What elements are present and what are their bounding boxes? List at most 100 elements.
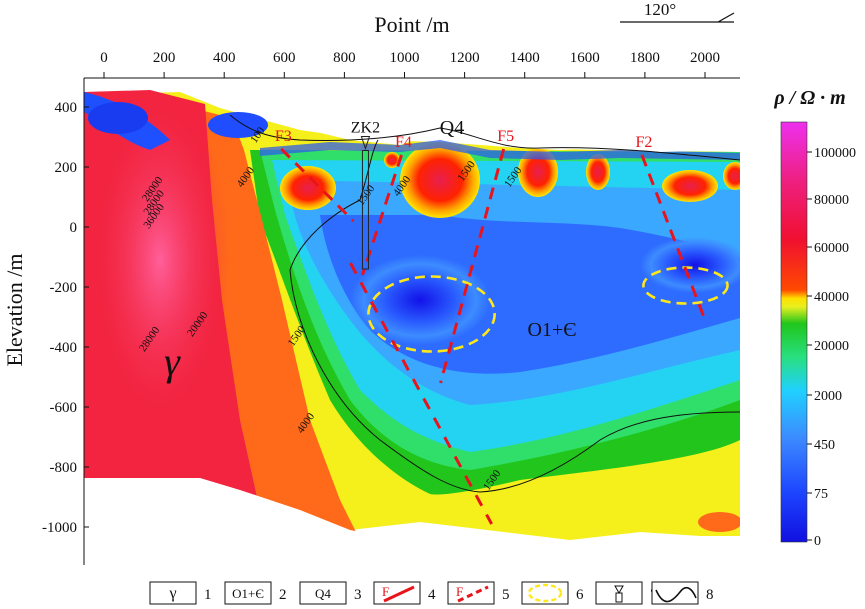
surface-blue-mid <box>208 112 268 138</box>
orientation-arrow-icon <box>620 12 735 23</box>
x-ticks: 0 200 400 600 800 1000 1200 1400 1600 1800 2000 <box>100 50 720 78</box>
y-tick-label: -600 <box>50 400 78 416</box>
unit-label-o1c: O1+Є <box>528 319 577 341</box>
bottom-mask-east <box>570 532 740 540</box>
borehole-label: ZK2 <box>351 120 380 137</box>
x-tick-label: 2000 <box>690 50 720 66</box>
legend-swatch <box>651 581 699 605</box>
y-tick-label: 200 <box>55 160 78 176</box>
contour-lines <box>229 114 740 493</box>
y-axis-title: Elevation /m <box>2 253 27 366</box>
legend-number: 3 <box>354 587 362 603</box>
fault-label: F4 <box>395 134 412 151</box>
x-tick-label: 0 <box>100 50 108 66</box>
y-tick-label: -1000 <box>42 520 77 536</box>
x-tick-label: 1600 <box>570 50 600 66</box>
x-tick-label: 800 <box>333 50 356 66</box>
colorbar-tick-label: 80000 <box>814 193 849 208</box>
hi-blob-1 <box>280 166 336 210</box>
colorbar-tick-label: 40000 <box>814 290 849 305</box>
legend-number: 4 <box>428 587 436 603</box>
colorbar-tick-label: 450 <box>814 438 835 453</box>
colorbar-tick-label: 0 <box>814 534 821 549</box>
low-core-main <box>350 255 490 345</box>
legend-symbol: γ <box>168 585 176 602</box>
colorbar-ramp <box>780 121 808 543</box>
legend-swatch <box>373 581 421 605</box>
topography-mask <box>84 78 740 152</box>
gamma-core <box>90 90 230 430</box>
colorbar-tick-label: 75 <box>814 487 828 502</box>
legend-fault-icon <box>383 585 415 603</box>
unit-label-gamma: γ <box>164 339 181 384</box>
colorbar-title: ρ / Ω · m <box>773 87 845 109</box>
surface-q4-layer <box>260 140 740 160</box>
legend-item-7: 7 <box>595 581 658 605</box>
legend-swatch <box>447 581 495 605</box>
hi-blob-4 <box>586 154 610 190</box>
legend-swatch <box>521 581 569 605</box>
contour-1500-deep <box>289 139 740 493</box>
fault-line <box>640 154 707 321</box>
bottom-mask <box>84 478 400 540</box>
x-tick-label: 400 <box>213 50 236 66</box>
legend-contour-icon <box>655 586 697 603</box>
hi-blob-2 <box>400 142 480 218</box>
colorbar-tick-label: 100000 <box>814 146 856 161</box>
x-tick-label: 1000 <box>390 50 420 66</box>
colorbar: ρ / Ω · m 100000800006000040000200002000… <box>773 87 856 549</box>
colorbar-tick-label: 2000 <box>814 389 842 404</box>
legend-inferred-fault-icon <box>457 585 489 603</box>
fault-line <box>361 154 403 276</box>
y-tick-label: 400 <box>55 100 78 116</box>
hi-blob-6 <box>723 162 740 190</box>
legend-symbol: F <box>382 584 389 599</box>
legend-number: 1 <box>204 587 212 603</box>
orientation-label: 120° <box>644 0 676 19</box>
fault-label: F3 <box>275 128 292 145</box>
x-tick-label: 1200 <box>450 50 480 66</box>
y-tick-label: -200 <box>50 280 78 296</box>
legend-borehole-shaft <box>615 592 623 603</box>
fault-lines: F3 F4 F5 F2 <box>275 128 707 525</box>
legend-item-3: Q4 3 <box>299 581 362 605</box>
colorbar-tick-label: 20000 <box>814 339 849 354</box>
legend-swatch <box>299 581 347 605</box>
legend-anomaly-icon <box>527 583 563 603</box>
legend-symbol: F <box>456 584 463 599</box>
y-tick-label: 0 <box>70 220 78 236</box>
legend-symbol: Q4 <box>315 586 331 601</box>
resistivity-section <box>84 78 740 540</box>
orientation-indicator: 120° <box>620 0 735 23</box>
hi-blob-7 <box>384 152 400 168</box>
fault-line <box>280 147 355 223</box>
legend-swatch <box>149 581 197 605</box>
colorbar-tick-label: 60000 <box>814 241 849 256</box>
x-tick-label: 200 <box>153 50 176 66</box>
x-axis-title: Point /m <box>374 12 449 37</box>
bottom-blob-east <box>698 512 740 532</box>
y-tick-label: -400 <box>50 340 78 356</box>
unit-label-q4: Q4 <box>440 117 464 139</box>
colorbar-ticks: 100000 80000 60000 40000 20000 2000 450 75 0 <box>807 146 856 549</box>
anomaly-outline <box>367 275 496 353</box>
legend-number: 6 <box>576 587 584 603</box>
legend-item-2: O1+Є 2 <box>224 581 287 605</box>
borehole-marker-icon <box>360 136 371 151</box>
x-tick-label: 1800 <box>630 50 660 66</box>
axes: 0 200 400 600 800 1000 1200 1400 1600 1800 2000 40… <box>42 50 740 565</box>
borehole: ZK2 <box>351 120 380 270</box>
legend-borehole-icon <box>614 585 624 595</box>
surface-blue-west <box>88 102 148 134</box>
y-tick-label: -800 <box>50 460 78 476</box>
hi-blob-5 <box>662 170 718 202</box>
legend-item-8: 8 <box>651 581 714 605</box>
fault-label: F2 <box>635 134 652 151</box>
contour-surface <box>229 114 740 161</box>
legend-number: 8 <box>706 587 714 603</box>
